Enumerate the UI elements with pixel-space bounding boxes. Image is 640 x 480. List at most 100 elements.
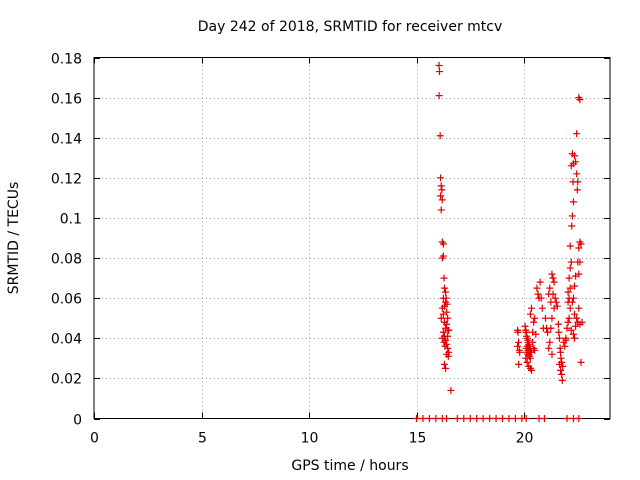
data-point (571, 310, 579, 318)
data-point (528, 366, 536, 374)
data-point (438, 304, 446, 312)
data-point (547, 324, 555, 332)
data-point (577, 358, 585, 366)
data-point (562, 336, 570, 344)
data-point (569, 294, 577, 302)
data-point (453, 415, 461, 422)
data-point (444, 314, 452, 322)
data-point (551, 294, 559, 302)
data-points (413, 62, 586, 422)
data-point (438, 186, 446, 194)
data-point (578, 318, 586, 326)
data-point (557, 366, 565, 374)
data-point (444, 344, 452, 352)
y-tick-label: 0 (73, 413, 82, 429)
data-point (531, 314, 539, 322)
data-point (425, 415, 433, 422)
x-tick-label: 15 (409, 431, 427, 447)
data-point (438, 254, 446, 262)
data-point (536, 278, 544, 286)
data-point (548, 350, 556, 358)
data-point (437, 174, 445, 182)
data-point (573, 186, 581, 194)
data-point (565, 314, 573, 322)
data-point (435, 62, 443, 70)
data-point (575, 244, 583, 252)
y-tick-label: 0.04 (51, 332, 82, 348)
data-point (436, 132, 444, 140)
data-point (544, 328, 552, 336)
data-point (534, 290, 542, 298)
y-tick-label: 0.14 (51, 132, 82, 148)
data-point (567, 258, 575, 266)
data-point (550, 278, 558, 286)
data-point (563, 415, 571, 422)
data-point (554, 320, 562, 328)
data-point (514, 342, 522, 350)
data-point (550, 304, 558, 312)
data-point (439, 310, 447, 318)
y-tick-label: 0.12 (51, 172, 82, 188)
data-point (564, 288, 572, 296)
axis-ticks (94, 57, 610, 420)
tick-labels: 0 0.02 0.04 0.06 0.08 0.1 0.12 0.14 0.16 0.18 0 5 10… (51, 52, 534, 447)
data-point (437, 182, 445, 190)
data-point (566, 242, 574, 250)
data-point (440, 284, 448, 292)
data-point (438, 196, 446, 204)
data-point (555, 328, 563, 336)
data-point (439, 240, 447, 248)
data-point (523, 358, 531, 366)
data-point (574, 178, 582, 186)
data-point (576, 258, 584, 266)
x-tick-label: 5 (198, 431, 207, 447)
data-point (573, 314, 581, 322)
data-point (572, 272, 580, 280)
data-point (558, 370, 566, 378)
data-point (443, 415, 451, 422)
data-point (557, 354, 565, 362)
data-point (473, 415, 481, 422)
data-point (529, 338, 537, 346)
data-point (568, 212, 576, 220)
data-point (443, 320, 451, 328)
data-point (567, 326, 575, 334)
data-point (552, 298, 560, 306)
data-point (515, 338, 523, 346)
data-point (444, 326, 452, 334)
data-point (566, 264, 574, 272)
data-point (419, 415, 427, 422)
y-axis-label: SRMTID / TECUs (6, 182, 22, 295)
data-point (521, 322, 529, 330)
data-point (492, 415, 500, 422)
data-point (575, 415, 583, 422)
data-point (569, 330, 577, 338)
data-point (442, 364, 450, 372)
data-point (542, 314, 549, 322)
data-point (561, 342, 569, 350)
data-point (413, 415, 420, 422)
data-point (439, 328, 447, 336)
grid (94, 57, 610, 419)
data-point (573, 170, 581, 178)
data-point (533, 284, 541, 292)
data-point (532, 330, 540, 338)
data-point (575, 304, 583, 312)
data-point (549, 290, 557, 298)
data-point (571, 282, 579, 290)
data-point (568, 298, 576, 306)
data-point (538, 304, 546, 312)
data-point (568, 222, 576, 230)
data-point (573, 130, 581, 138)
y-tick-label: 0.18 (51, 52, 82, 68)
data-point (545, 344, 553, 352)
data-point (435, 92, 443, 100)
data-point (526, 310, 534, 318)
data-point (442, 288, 450, 296)
data-point (460, 415, 468, 422)
data-point (437, 314, 445, 322)
data-point (565, 274, 573, 282)
data-point (548, 314, 556, 322)
x-tick-label: 10 (301, 431, 319, 447)
data-point (559, 362, 567, 370)
